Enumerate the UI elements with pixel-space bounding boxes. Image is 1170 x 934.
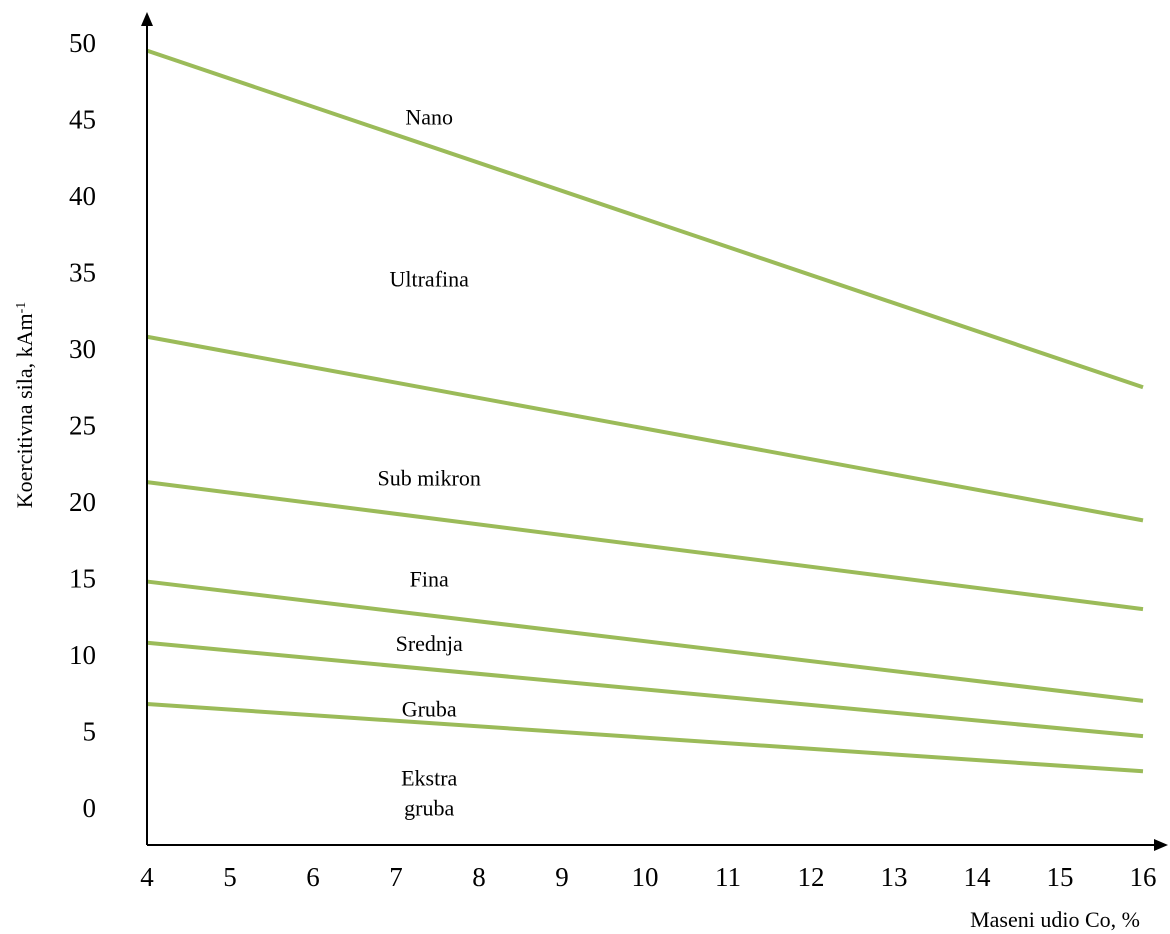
y-tick-label-15: 15 [69, 564, 96, 594]
y-tick-label-0: 0 [83, 793, 97, 823]
y-tick-label-40: 40 [69, 181, 96, 211]
x-axis-label: Maseni udio Co, % [970, 907, 1140, 932]
y-axis-label-superscript: -1 [14, 302, 29, 314]
y-axis-label-main: Koercitivna sila, kAm [12, 313, 37, 508]
region-label-ekstra-gruba: Ekstra gruba [401, 766, 457, 821]
series-line-4 [146, 579, 1144, 703]
x-axis-arrow-icon [1154, 839, 1168, 851]
region-labels: Nano Ultrafina Sub mikron Fina Srednja Gruba E… [378, 104, 481, 820]
y-tick-label-10: 10 [69, 640, 96, 670]
x-tick-label-4: 4 [140, 862, 154, 892]
y-tick-label-50: 50 [69, 28, 96, 58]
y-tick-label-5: 5 [83, 717, 97, 747]
x-tick-label-16: 16 [1130, 862, 1157, 892]
region-label-gruba: Gruba [402, 697, 457, 722]
region-label-srednja: Srednja [396, 631, 463, 656]
x-tick-label-14: 14 [964, 862, 992, 892]
x-tick-label-9: 9 [555, 862, 569, 892]
series-lines [146, 48, 1144, 774]
x-tick-label-13: 13 [881, 862, 908, 892]
x-tick-labels: 4 5 6 7 8 9 10 11 12 13 14 15 16 [140, 862, 1156, 892]
series-line-2 [146, 334, 1144, 523]
x-tick-label-6: 6 [306, 862, 320, 892]
x-tick-label-11: 11 [715, 862, 741, 892]
x-tick-label-8: 8 [472, 862, 486, 892]
x-tick-label-15: 15 [1047, 862, 1074, 892]
x-tick-label-5: 5 [223, 862, 237, 892]
region-label-fina: Fina [410, 567, 449, 592]
x-tick-label-7: 7 [389, 862, 403, 892]
y-tick-label-25: 25 [69, 411, 96, 441]
axes [141, 12, 1168, 851]
y-axis-arrow-icon [141, 12, 153, 26]
series-line-5 [146, 640, 1144, 739]
y-axis-label: Koercitivna sila, kAm-1 [12, 302, 37, 509]
series-line-1 [146, 48, 1144, 390]
y-tick-label-35: 35 [69, 258, 96, 288]
x-tick-label-10: 10 [632, 862, 659, 892]
series-line-3 [146, 480, 1144, 612]
region-label-ultrafina: Ultrafina [389, 267, 469, 292]
series-line-6 [146, 701, 1144, 774]
y-tick-labels: 0 5 10 15 20 25 30 35 40 45 50 [69, 28, 96, 823]
y-tick-label-30: 30 [69, 334, 96, 364]
y-tick-label-20: 20 [69, 487, 96, 517]
y-tick-label-45: 45 [69, 105, 96, 135]
region-label-sub-mikron: Sub mikron [378, 466, 481, 491]
x-tick-label-12: 12 [798, 862, 825, 892]
region-label-nano: Nano [405, 104, 453, 129]
